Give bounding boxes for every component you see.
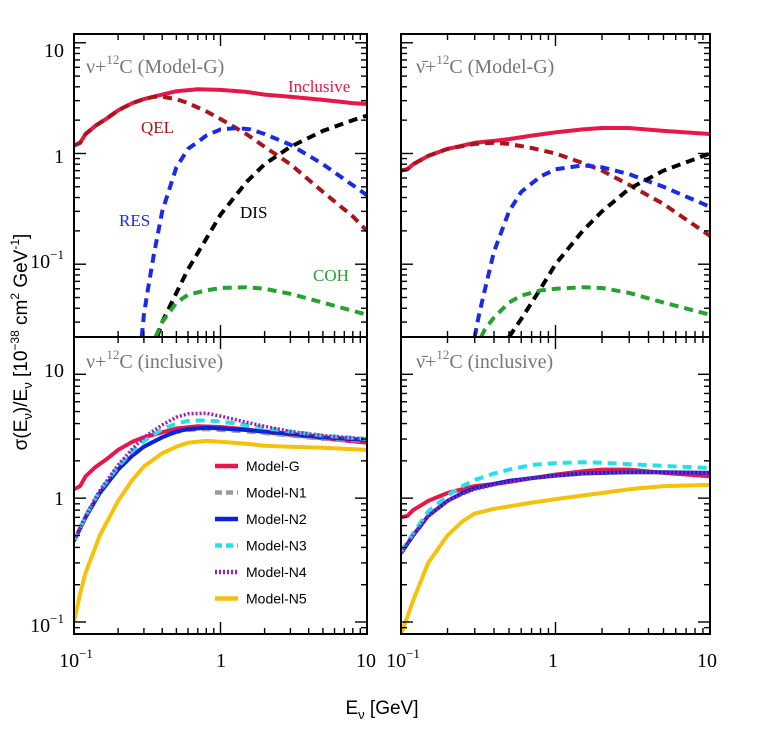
series-coh [153,285,367,337]
series-inclusive [74,87,367,148]
legend-label-model-n1: Model-N1 [246,485,307,501]
series-res [139,126,367,337]
ticks [73,336,368,635]
ytick-0.1-bottom: 10−1 [30,611,64,637]
label-res: RES [119,211,150,230]
series-res [472,163,710,337]
series-model-n2 [401,470,710,555]
panel-title-top-right: ν̄+12C (Model-G) [416,52,554,78]
ytick-10-bottom: 10 [44,360,64,382]
ytick-10-top: 10 [44,40,64,62]
label-qel: QEL [141,118,174,137]
series-model-n2 [74,425,367,542]
label-dis: DIS [240,203,267,222]
legend-label-model-n2: Model-N2 [246,511,307,527]
legend-label-model-n4: Model-N4 [246,564,307,580]
legend-label-model-g: Model-G [246,458,300,474]
series-qel [74,94,367,233]
xtick-1-left: 1 [216,650,226,672]
ytick-0.1-top: 10−1 [30,247,64,273]
series-dis [507,151,710,337]
xtick-10-left: 10 [356,650,376,672]
series-model-n3 [401,460,710,553]
legend-label-model-n3: Model-N3 [246,538,307,554]
series-coh [479,285,710,337]
xtick-0.1-right: 10−1 [386,646,420,672]
y-axis-title: σ(Eν)/Eν [10−38 cm2 GeV-1] [8,234,35,451]
series-dis [155,113,367,337]
series-model-n5 [74,438,367,623]
panel-title-top-left: ν+12C (Model-G) [86,52,224,78]
plot-frame [400,336,711,635]
series-model-n5 [401,482,710,634]
xtick-1-right: 1 [548,650,558,672]
panel-bottom-right [400,336,711,635]
panel-title-bottom-left: ν+12C (inclusive) [86,347,223,373]
panel-top-right [400,33,711,338]
legend: Model-G Model-N1 Model-N2 Model-N3 Model-N4 M… [215,458,307,607]
x-axis-title: Eν [GeV] [345,698,418,722]
label-coh: COH [313,266,349,285]
plot-frame [73,336,368,635]
xtick-10-right: 10 [697,650,717,672]
series-model-n3 [74,418,367,542]
ytick-1-top: 1 [54,146,64,168]
panel-title-bottom-right: ν̄+12C (inclusive) [416,347,553,373]
panel-bottom-left [73,336,368,635]
ytick-1-bottom: 1 [54,488,64,510]
legend-label-model-n5: Model-N5 [246,591,307,607]
label-inclusive: Inclusive [288,77,350,96]
series-model-n4 [74,411,367,542]
xtick-0.1-left: 10−1 [59,646,93,672]
series-qel [401,140,710,238]
